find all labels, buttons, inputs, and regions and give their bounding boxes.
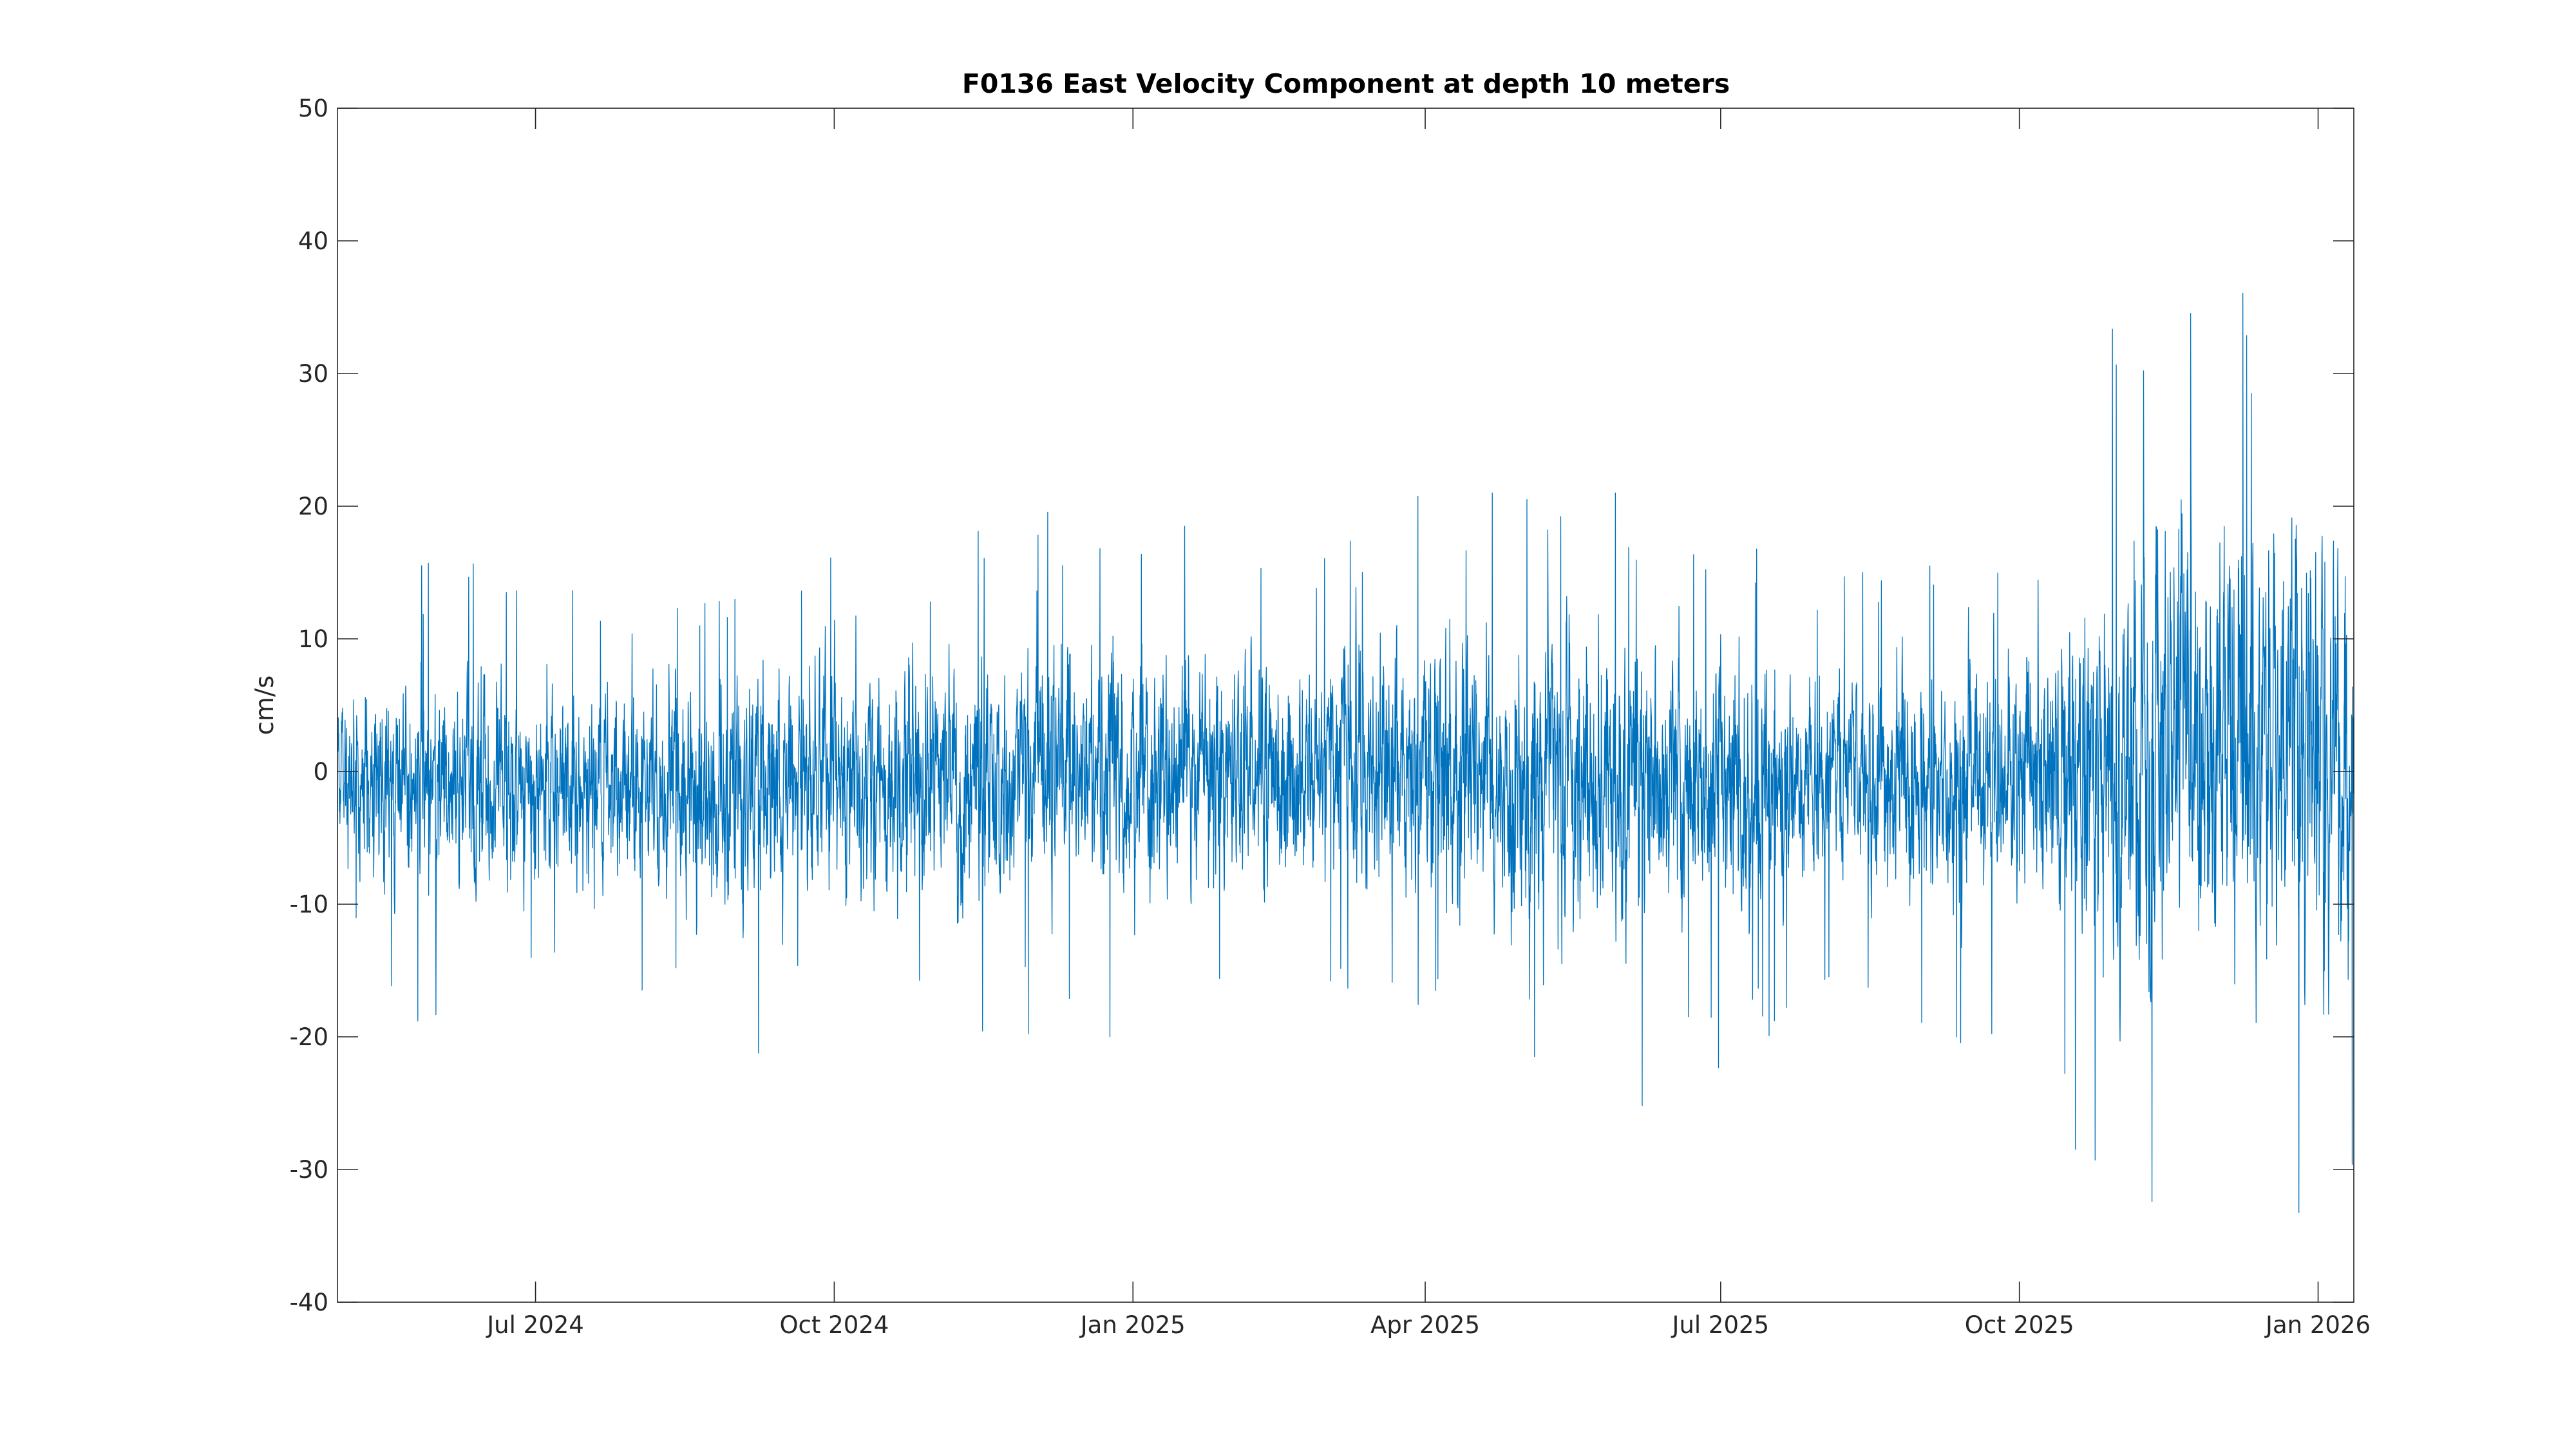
x-tick-label: Oct 2024 <box>779 1311 889 1339</box>
x-tick-label: Jul 2025 <box>1671 1311 1770 1339</box>
y-tick-label: -30 <box>290 1156 328 1184</box>
y-tick-label: 20 <box>298 493 328 520</box>
ticks-layer: -40 -30 -20 -10 0 10 20 30 40 50 Jul 2024 Oct 2024 J… <box>290 95 2371 1339</box>
y-tick-label: 10 <box>298 625 328 653</box>
y-tick-label: -40 <box>290 1289 328 1316</box>
y-axis-label: cm/s <box>251 676 279 735</box>
x-tick-label: Apr 2025 <box>1370 1311 1480 1339</box>
x-tick-label: Jan 2026 <box>2264 1311 2371 1339</box>
x-tick-label: Jul 2024 <box>486 1311 584 1339</box>
y-tick-label: 30 <box>298 360 328 388</box>
y-tick-label: -10 <box>290 891 328 918</box>
y-tick-label: -20 <box>290 1023 328 1051</box>
chart-title: F0136 East Velocity Component at depth 1… <box>962 68 1730 99</box>
series-line <box>337 292 2354 1213</box>
y-tick-label: 0 <box>313 758 328 786</box>
axes-box <box>337 108 2354 1303</box>
y-tick-label: 50 <box>298 95 328 122</box>
series-layer <box>337 292 2354 1213</box>
x-tick-label: Jan 2025 <box>1079 1311 1186 1339</box>
y-tick-label: 40 <box>298 227 328 255</box>
x-tick-label: Oct 2025 <box>1965 1311 2074 1339</box>
